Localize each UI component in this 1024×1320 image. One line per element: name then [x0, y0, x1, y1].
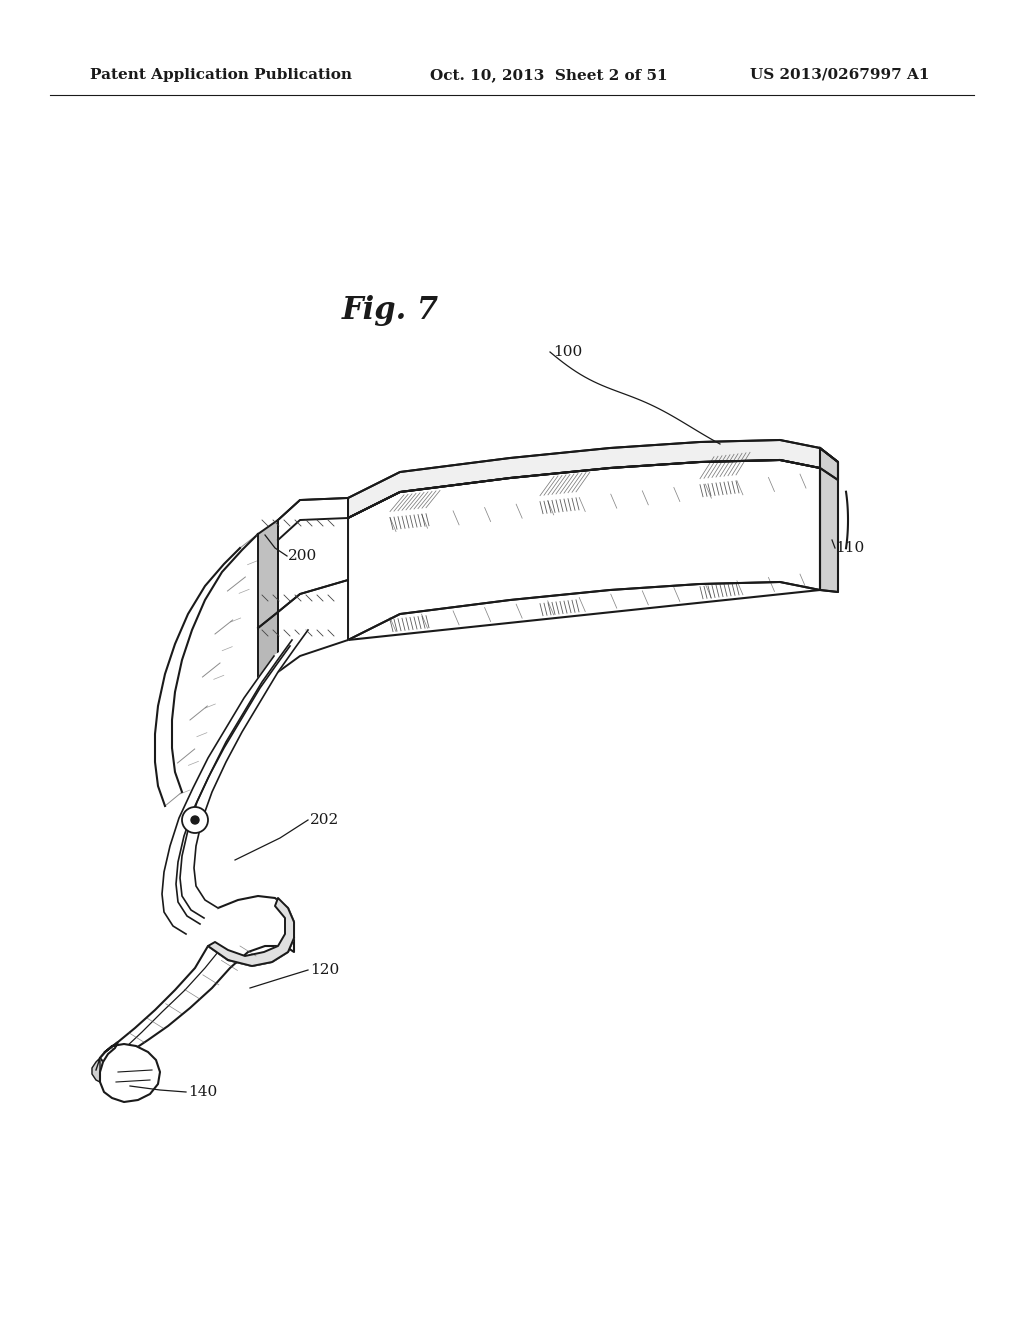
Polygon shape — [348, 440, 838, 517]
Text: 110: 110 — [835, 541, 864, 554]
Text: 202: 202 — [310, 813, 339, 828]
Text: 200: 200 — [288, 549, 317, 564]
Text: Patent Application Publication: Patent Application Publication — [90, 69, 352, 82]
Text: Fig. 7: Fig. 7 — [341, 294, 438, 326]
Circle shape — [191, 816, 199, 824]
Polygon shape — [100, 896, 294, 1064]
Polygon shape — [162, 645, 290, 935]
Polygon shape — [180, 630, 308, 917]
Polygon shape — [155, 535, 258, 807]
Polygon shape — [208, 898, 294, 966]
Polygon shape — [100, 1041, 160, 1102]
Polygon shape — [278, 579, 348, 672]
Polygon shape — [278, 498, 348, 612]
Text: 140: 140 — [188, 1085, 217, 1100]
Polygon shape — [348, 459, 820, 640]
Polygon shape — [92, 1059, 100, 1082]
Polygon shape — [258, 520, 278, 628]
Text: 120: 120 — [310, 964, 339, 977]
Polygon shape — [258, 612, 278, 688]
Text: Oct. 10, 2013  Sheet 2 of 51: Oct. 10, 2013 Sheet 2 of 51 — [430, 69, 668, 82]
Polygon shape — [278, 498, 348, 540]
Text: US 2013/0267997 A1: US 2013/0267997 A1 — [750, 69, 930, 82]
Polygon shape — [820, 447, 838, 591]
Circle shape — [182, 807, 208, 833]
Text: 100: 100 — [553, 345, 583, 359]
